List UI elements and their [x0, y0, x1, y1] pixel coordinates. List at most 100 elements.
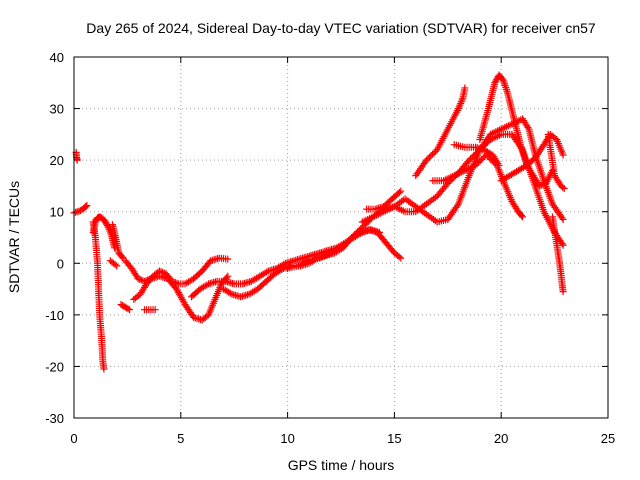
- data-point: [456, 101, 464, 109]
- data-point: [397, 254, 405, 262]
- data-point: [343, 238, 351, 246]
- data-point: [427, 152, 435, 160]
- data-point: [136, 275, 144, 283]
- data-point: [113, 262, 121, 270]
- data-point: [479, 154, 487, 162]
- data-point: [559, 151, 567, 159]
- data-point: [348, 234, 356, 241]
- y-tick-label: 40: [50, 50, 64, 65]
- data-point: [422, 156, 430, 164]
- data-point: [137, 276, 145, 284]
- y-tick-label: -20: [45, 359, 64, 374]
- data-point: [425, 153, 433, 161]
- data-point: [558, 214, 566, 222]
- data-point: [82, 203, 90, 211]
- data-point: [157, 268, 165, 276]
- data-point: [263, 268, 271, 276]
- data-point: [519, 213, 527, 221]
- data-point: [492, 77, 500, 85]
- y-axis-label: SDTVAR / TECUs: [6, 181, 22, 293]
- data-point: [73, 156, 81, 164]
- data-point: [346, 235, 354, 243]
- data-point: [429, 150, 437, 158]
- data-point: [478, 155, 486, 163]
- data-point: [491, 79, 499, 87]
- data-point: [495, 161, 503, 169]
- data-point: [100, 365, 108, 373]
- data-point: [171, 279, 179, 287]
- data-point: [517, 212, 525, 220]
- data-point: [559, 183, 567, 191]
- data-point: [337, 244, 345, 252]
- data-point: [476, 157, 484, 165]
- data-point: [349, 232, 357, 240]
- x-tick-label: 5: [177, 431, 184, 446]
- x-tick-label: 10: [280, 431, 294, 446]
- data-point: [430, 149, 438, 157]
- data-point: [340, 241, 348, 249]
- data-point: [424, 155, 432, 163]
- data-point: [226, 289, 234, 297]
- data-point: [559, 241, 567, 249]
- data-point: [355, 226, 363, 234]
- data-point: [454, 105, 462, 113]
- data-point: [560, 185, 568, 193]
- data-point: [455, 103, 463, 111]
- y-tick-label: -30: [45, 411, 64, 426]
- data-point: [170, 278, 178, 286]
- data-point: [83, 202, 91, 210]
- data-point: [395, 188, 403, 196]
- data-point: [173, 279, 181, 287]
- data-point: [498, 75, 506, 83]
- data-point: [134, 275, 142, 283]
- data-point: [345, 236, 353, 244]
- data-point: [457, 98, 465, 106]
- chart-title: Day 265 of 2024, Sidereal Day-to-day VTE…: [86, 20, 596, 36]
- y-tick-label: 30: [50, 102, 64, 117]
- y-tick-label: 10: [50, 205, 64, 220]
- data-point: [103, 222, 111, 230]
- y-tick-label: -10: [45, 308, 64, 323]
- data-point: [457, 99, 465, 107]
- data-point: [126, 306, 134, 314]
- data-point: [357, 225, 365, 233]
- data-point: [159, 268, 167, 276]
- data-point: [102, 219, 110, 227]
- data-point: [151, 306, 159, 314]
- data-point: [453, 202, 461, 210]
- y-tick-label: 0: [57, 256, 64, 271]
- data-point: [155, 267, 163, 275]
- data-point: [224, 255, 232, 263]
- data-point: [101, 217, 109, 225]
- data-point: [465, 156, 473, 164]
- data-point: [559, 288, 567, 296]
- data-point: [458, 96, 466, 104]
- data-point: [351, 231, 359, 239]
- data-point: [524, 123, 532, 131]
- data-point: [342, 239, 350, 247]
- data-point: [467, 155, 475, 163]
- x-axis-label: GPS time / hours: [288, 457, 395, 473]
- data-point: [494, 160, 502, 168]
- data-point: [203, 281, 211, 289]
- data-point: [111, 261, 119, 269]
- data-point: [537, 181, 545, 189]
- data-point: [397, 187, 405, 195]
- plot-frame: [73, 56, 609, 419]
- data-point: [352, 229, 360, 237]
- data-point: [103, 220, 111, 228]
- data-point: [118, 253, 126, 261]
- data-point: [493, 76, 501, 84]
- data-point: [539, 181, 547, 189]
- data-point: [472, 161, 480, 169]
- data-point: [559, 215, 567, 223]
- data-point: [395, 253, 403, 261]
- data-point: [223, 274, 231, 282]
- data-point: [339, 242, 347, 250]
- x-tick-label: 0: [70, 431, 77, 446]
- y-tick-label: 20: [50, 153, 64, 168]
- grid: [74, 57, 608, 418]
- data-point: [461, 84, 469, 92]
